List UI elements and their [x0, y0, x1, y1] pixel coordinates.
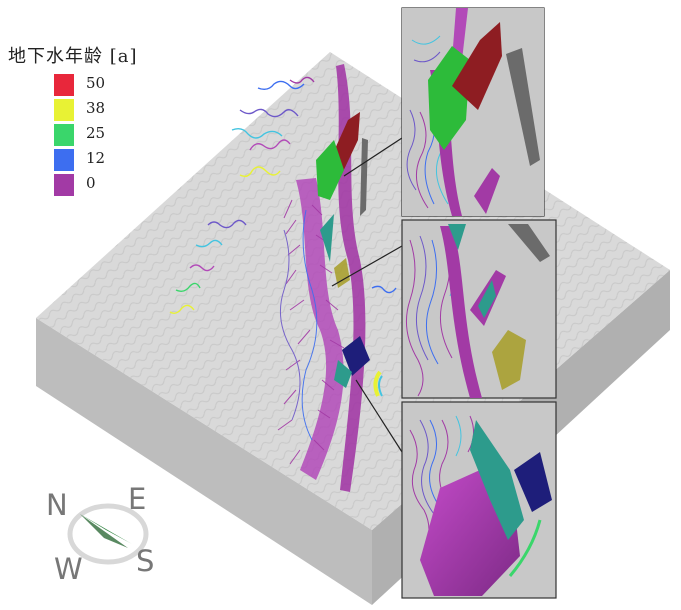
streamline-fragment	[249, 139, 291, 151]
inset-bottom-arc	[508, 519, 542, 577]
inset-panel-bottom	[401, 401, 557, 599]
legend-swatch	[54, 174, 74, 196]
inset-connectors	[331, 137, 403, 453]
compass-north-label: N	[46, 488, 68, 522]
streamline-fragment	[289, 76, 315, 84]
streamline-fragment	[239, 166, 281, 178]
streamline-fragment	[371, 285, 397, 294]
navy-body	[342, 336, 370, 376]
inset-panel-top	[401, 7, 545, 217]
streamline-fragment	[189, 264, 215, 272]
streamline-fragment	[231, 127, 283, 139]
teal-lower-body	[334, 360, 352, 388]
legend-title: 地下水年龄 [a]	[8, 46, 138, 67]
inset-middle-teal-blade	[478, 280, 496, 318]
cyan-arc	[378, 375, 383, 397]
legend-swatch	[54, 124, 74, 146]
inset-middle-shadow	[508, 224, 550, 262]
inset-top-red	[452, 22, 502, 110]
inset-bottom-teal	[470, 420, 524, 540]
inset-top-green	[428, 46, 470, 150]
compass-ring	[67, 503, 149, 565]
inset-top-purple-upper	[452, 8, 468, 60]
purple-ridge	[296, 178, 344, 480]
compass-arrow	[80, 514, 132, 544]
shadow-body	[360, 138, 368, 216]
inset-top-streamlines	[406, 35, 449, 209]
inset-bottom-navy	[514, 452, 552, 512]
compass-west-label: W	[54, 552, 83, 586]
streamline-fragment	[169, 304, 195, 315]
legend-swatch	[54, 99, 74, 121]
compass-south-label: S	[136, 544, 155, 578]
streamline-fragment	[207, 219, 247, 229]
slab-left-face	[36, 318, 372, 605]
legend-label: 50	[86, 74, 106, 92]
zone-bodies	[316, 112, 383, 397]
legend-label: 25	[86, 124, 106, 142]
streamline-fragment	[175, 282, 201, 293]
inset-middle-gold	[492, 330, 526, 390]
inset-panel-middle	[401, 219, 557, 399]
scattered-streamlines	[169, 76, 397, 315]
connector-line	[355, 379, 403, 453]
legend-label: 0	[86, 174, 96, 192]
streamline-fragment	[257, 80, 305, 91]
inset-middle-purple	[440, 226, 482, 398]
green-body	[316, 140, 344, 200]
inset-top-shadow	[506, 48, 540, 166]
connector-line	[331, 245, 403, 287]
streamline-fragment	[195, 239, 223, 248]
connector-line	[343, 137, 403, 177]
inset-middle-teal	[448, 224, 466, 250]
streamline-fragment	[239, 108, 299, 118]
inset-top-magenta	[474, 168, 500, 214]
corridor-streamlines	[277, 199, 345, 465]
compass-arrow-tail	[80, 514, 128, 548]
compass-rose	[67, 503, 149, 565]
legend-swatch	[54, 74, 74, 96]
teal-body	[320, 214, 334, 262]
legend-label: 38	[86, 99, 106, 117]
gold-body	[334, 258, 350, 288]
yellow-arc	[373, 370, 382, 397]
legend-swatch	[54, 149, 74, 171]
compass-east-label: E	[128, 482, 147, 516]
legend-label: 12	[86, 149, 106, 167]
